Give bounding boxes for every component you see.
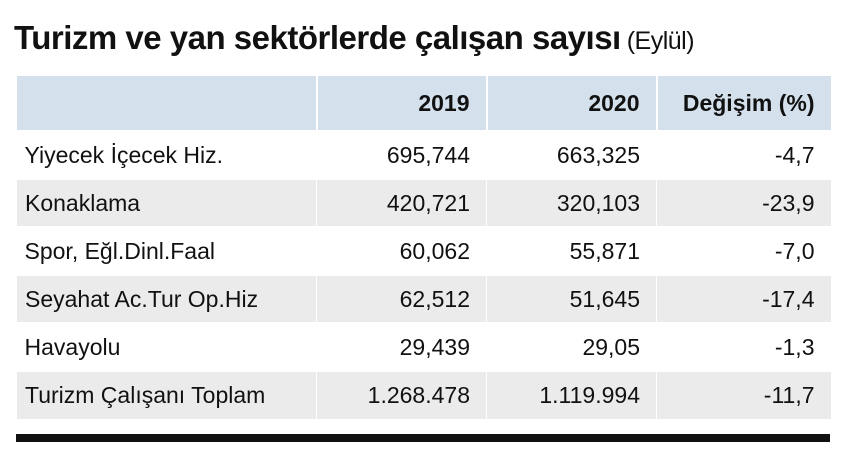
- row-value-2020: 1.119.994: [486, 370, 657, 419]
- row-sector-name: Spor, Eğl.Dinl.Faal: [16, 226, 317, 275]
- row-value-2019: 29,439: [316, 322, 487, 371]
- employment-table: 2019 2020 Değişim (%) Yiyecek İçecek Hiz…: [16, 76, 831, 419]
- row-value-2020: 663,325: [486, 130, 657, 179]
- table-row-total: Turizm Çalışanı Toplam 1.268.478 1.119.9…: [16, 370, 831, 419]
- header-2020: 2020: [485, 76, 657, 131]
- row-value-2020: 51,645: [486, 274, 657, 323]
- header-change: Değişim (%): [655, 76, 831, 131]
- table-row: Yiyecek İçecek Hiz. 695,744 663,325 -4,7: [16, 130, 831, 179]
- header-sector: [17, 76, 317, 131]
- row-sector-name: Havayolu: [16, 322, 317, 371]
- row-sector-name: Turizm Çalışanı Toplam: [16, 370, 317, 419]
- table-row: Seyahat Ac.Tur Op.Hiz 62,512 51,645 -17,…: [16, 274, 831, 323]
- row-sector-name: Konaklama: [16, 178, 317, 227]
- header-2019: 2019: [315, 76, 487, 131]
- employment-table-container: 2019 2020 Değişim (%) Yiyecek İçecek Hiz…: [16, 76, 831, 419]
- table-body: Yiyecek İçecek Hiz. 695,744 663,325 -4,7…: [16, 130, 831, 419]
- row-change: -17,4: [656, 274, 831, 323]
- title-main: Turizm ve yan sektörlerde çalışan sayısı: [14, 19, 621, 56]
- table-row: Spor, Eğl.Dinl.Faal 60,062 55,871 -7,0: [16, 226, 831, 275]
- page-title: Turizm ve yan sektörlerde çalışan sayısı…: [14, 18, 695, 61]
- row-value-2020: 55,871: [486, 226, 657, 275]
- table-header: 2019 2020 Değişim (%): [16, 76, 831, 131]
- bottom-rule-divider: [16, 434, 830, 442]
- table-row: Havayolu 29,439 29,05 -1,3: [16, 322, 831, 371]
- row-change: -7,0: [656, 226, 831, 275]
- row-value-2020: 320,103: [486, 178, 657, 227]
- row-value-2020: 29,05: [486, 322, 657, 371]
- row-change: -11,7: [656, 370, 831, 419]
- row-value-2019: 420,721: [316, 178, 487, 227]
- header-row: 2019 2020 Değişim (%): [16, 76, 831, 131]
- row-value-2019: 60,062: [316, 226, 487, 275]
- row-sector-name: Yiyecek İçecek Hiz.: [16, 130, 317, 179]
- row-change: -1,3: [656, 322, 831, 371]
- row-change: -23,9: [656, 178, 831, 227]
- row-value-2019: 1.268.478: [316, 370, 487, 419]
- table-row: Konaklama 420,721 320,103 -23,9: [16, 178, 831, 227]
- row-change: -4,7: [656, 130, 831, 179]
- row-sector-name: Seyahat Ac.Tur Op.Hiz: [16, 274, 317, 323]
- row-value-2019: 695,744: [316, 130, 487, 179]
- title-subtitle: (Eylül): [626, 27, 695, 55]
- row-value-2019: 62,512: [316, 274, 487, 323]
